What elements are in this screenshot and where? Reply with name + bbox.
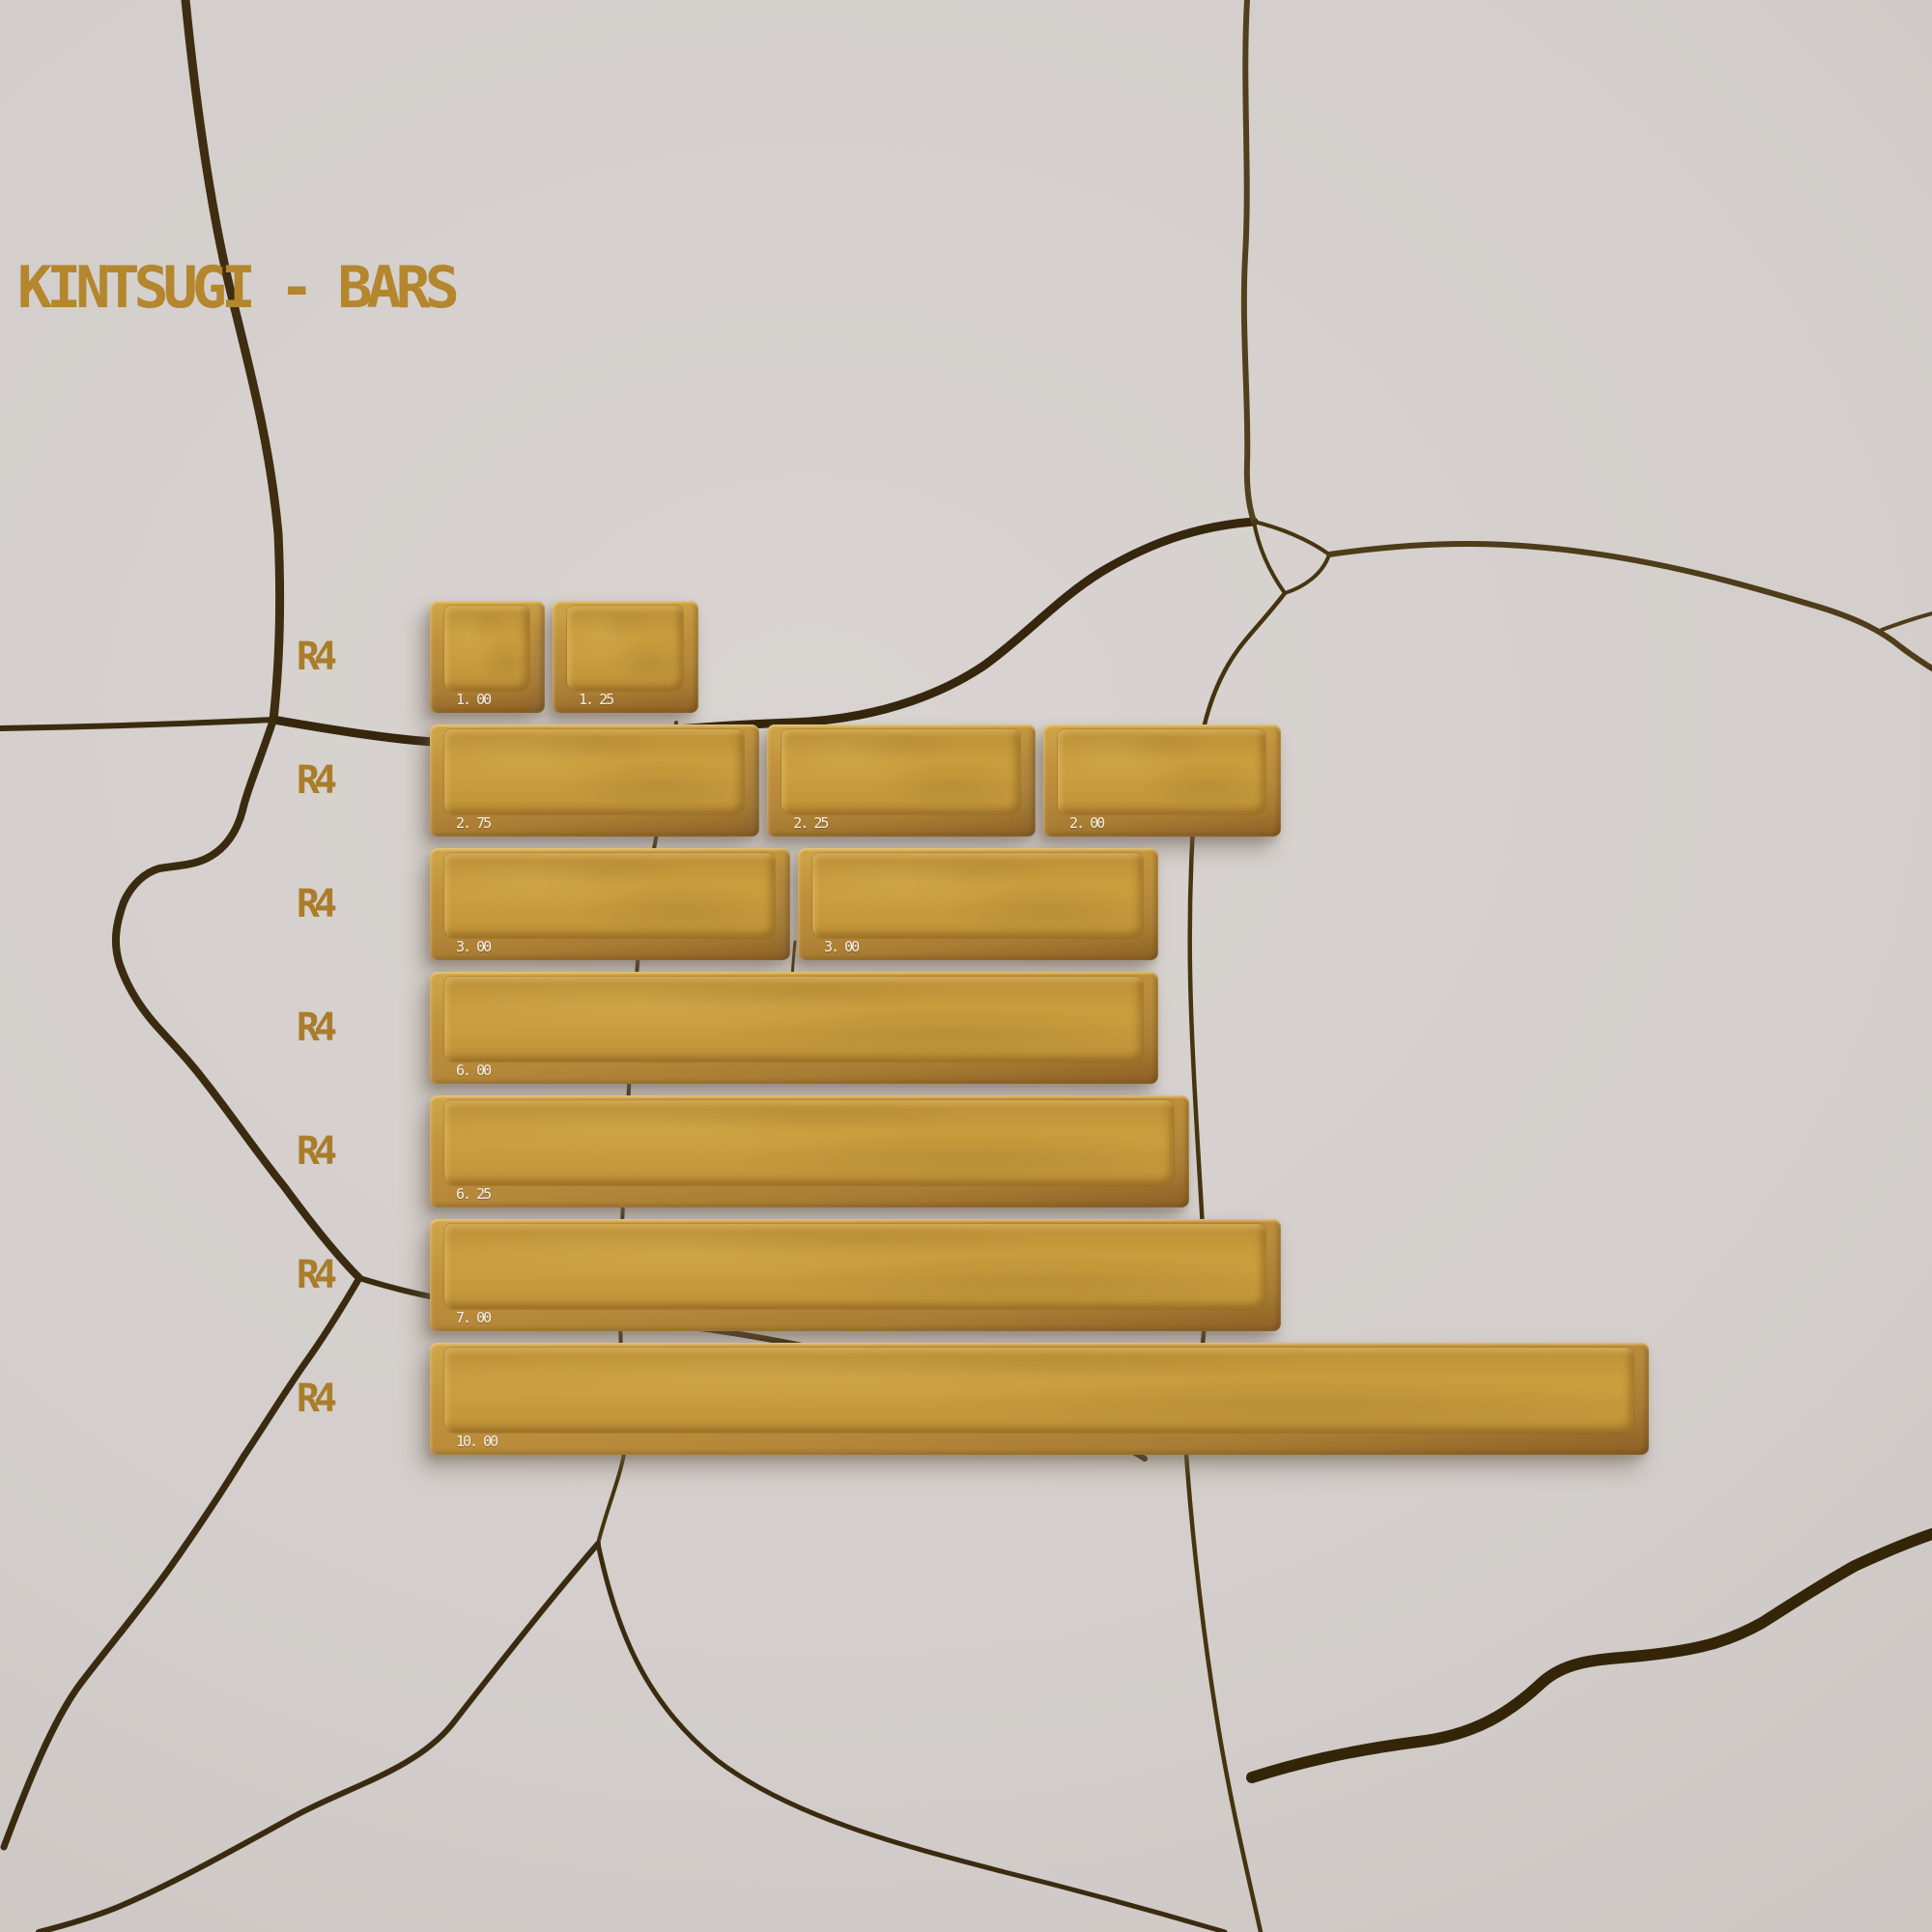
keycap-size-label: 10. 00 bbox=[456, 1433, 498, 1450]
keycap: 10. 00 bbox=[430, 1343, 1649, 1455]
row-label: R4 bbox=[296, 1129, 337, 1174]
page-title: KINTSUGI - BARS bbox=[17, 254, 460, 322]
keycap-top-face bbox=[444, 1224, 1265, 1309]
keycap: 2. 75 bbox=[430, 724, 760, 837]
keycap-size-label: 7. 00 bbox=[456, 1309, 492, 1326]
keycap: 7. 00 bbox=[430, 1219, 1281, 1331]
keycap: 3. 00 bbox=[798, 848, 1158, 960]
keycap: 6. 00 bbox=[430, 972, 1158, 1084]
crack-left-horizontal bbox=[0, 717, 276, 731]
keycap-size-label: 3. 00 bbox=[456, 938, 492, 955]
keycap-size-label: 6. 00 bbox=[456, 1062, 492, 1079]
keycap-size-label: 3. 00 bbox=[824, 938, 860, 955]
crack-bottom-right-diagonal bbox=[1246, 1528, 1932, 1783]
crack-junction-loop bbox=[1252, 520, 1331, 595]
keycap: 2. 25 bbox=[767, 724, 1036, 837]
keycap-top-face bbox=[444, 606, 529, 691]
keycap-top-face bbox=[567, 606, 683, 691]
crack-top-right-vertical bbox=[1240, 0, 1257, 525]
keycap: 3. 00 bbox=[430, 848, 790, 960]
keycap-size-label: 2. 75 bbox=[456, 814, 492, 832]
keycap: 1. 25 bbox=[553, 601, 698, 713]
keycap: 1. 00 bbox=[430, 601, 545, 713]
crack-top-left-vertical bbox=[181, 0, 285, 724]
keycap: 6. 25 bbox=[430, 1095, 1189, 1208]
keycap-top-face bbox=[444, 1100, 1174, 1185]
row-label: R4 bbox=[296, 882, 337, 926]
crack-bottom-fork-right bbox=[595, 1541, 1228, 1932]
row-label: R4 bbox=[296, 1006, 337, 1050]
keycap-top-face bbox=[444, 853, 775, 938]
keycap-top-face bbox=[1058, 729, 1265, 814]
keycap-top-face bbox=[781, 729, 1020, 814]
keycap-size-label: 1. 25 bbox=[579, 691, 614, 708]
keycap-top-face bbox=[444, 977, 1143, 1062]
crack-bottom-left-diagonal bbox=[0, 1274, 363, 1851]
keycap-top-face bbox=[444, 1348, 1634, 1433]
keycap-size-label: 2. 25 bbox=[793, 814, 829, 832]
keycap-size-label: 6. 25 bbox=[456, 1185, 492, 1203]
crack-left-meander bbox=[111, 716, 363, 1282]
keycap-top-face bbox=[812, 853, 1143, 938]
keycap: 2. 00 bbox=[1043, 724, 1281, 837]
crack-mid-horizontal bbox=[269, 517, 1259, 749]
keycap-top-face bbox=[444, 729, 745, 814]
keycap-size-label: 2. 00 bbox=[1069, 814, 1105, 832]
keycap-size-label: 1. 00 bbox=[456, 691, 492, 708]
row-label: R4 bbox=[296, 1253, 337, 1297]
crack-bottom-fork-left bbox=[36, 1541, 601, 1932]
crack-arc-fork bbox=[1880, 611, 1932, 632]
row-label: R4 bbox=[296, 1377, 337, 1421]
row-label: R4 bbox=[296, 635, 337, 679]
crack-top-right-arc bbox=[1326, 541, 1932, 671]
row-label: R4 bbox=[296, 758, 337, 803]
